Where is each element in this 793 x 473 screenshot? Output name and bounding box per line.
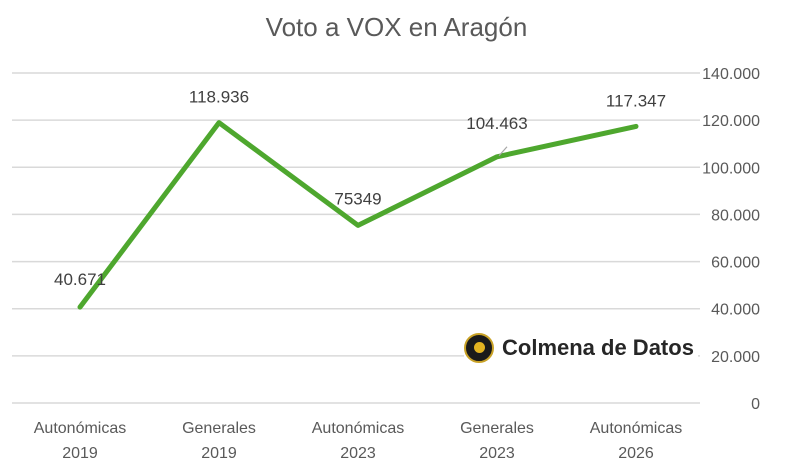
y-tick-label: 40.000 bbox=[711, 302, 760, 319]
x-tick-label: Generales bbox=[182, 420, 256, 437]
x-tick-label: 2026 bbox=[618, 445, 654, 462]
data-label: 117.347 bbox=[606, 91, 666, 110]
data-label: 118.936 bbox=[189, 88, 249, 107]
y-tick-label: 60.000 bbox=[711, 255, 760, 272]
data-label: 75349 bbox=[334, 189, 381, 208]
data-label: 40.671 bbox=[54, 270, 106, 289]
y-tick-label: 80.000 bbox=[711, 207, 760, 224]
series-line bbox=[77, 120, 639, 310]
watermark: Colmena de Datos bbox=[464, 333, 698, 363]
y-tick-label: 140.000 bbox=[702, 66, 760, 83]
x-tick-label: 2023 bbox=[340, 445, 376, 462]
x-tick-label: Autonómicas bbox=[312, 420, 405, 437]
y-tick-label: 0 bbox=[751, 396, 760, 413]
x-tick-label: 2019 bbox=[201, 445, 237, 462]
x-tick-label: 2019 bbox=[62, 445, 98, 462]
chart-title: Voto a VOX en Aragón bbox=[265, 12, 528, 42]
beehive-logo-icon bbox=[464, 333, 494, 363]
leader-line bbox=[498, 146, 508, 157]
x-tick-label: 2023 bbox=[479, 445, 515, 462]
watermark-text: Colmena de Datos bbox=[502, 335, 694, 360]
y-tick-label: 120.000 bbox=[702, 113, 760, 130]
y-tick-label: 100.000 bbox=[702, 160, 760, 177]
x-tick-label: Generales bbox=[460, 420, 534, 437]
x-tick-label: Autonómicas bbox=[34, 420, 127, 437]
data-label: 104.463 bbox=[466, 114, 527, 133]
y-tick-label: 20.000 bbox=[711, 349, 760, 366]
x-tick-label: Autonómicas bbox=[590, 420, 683, 437]
